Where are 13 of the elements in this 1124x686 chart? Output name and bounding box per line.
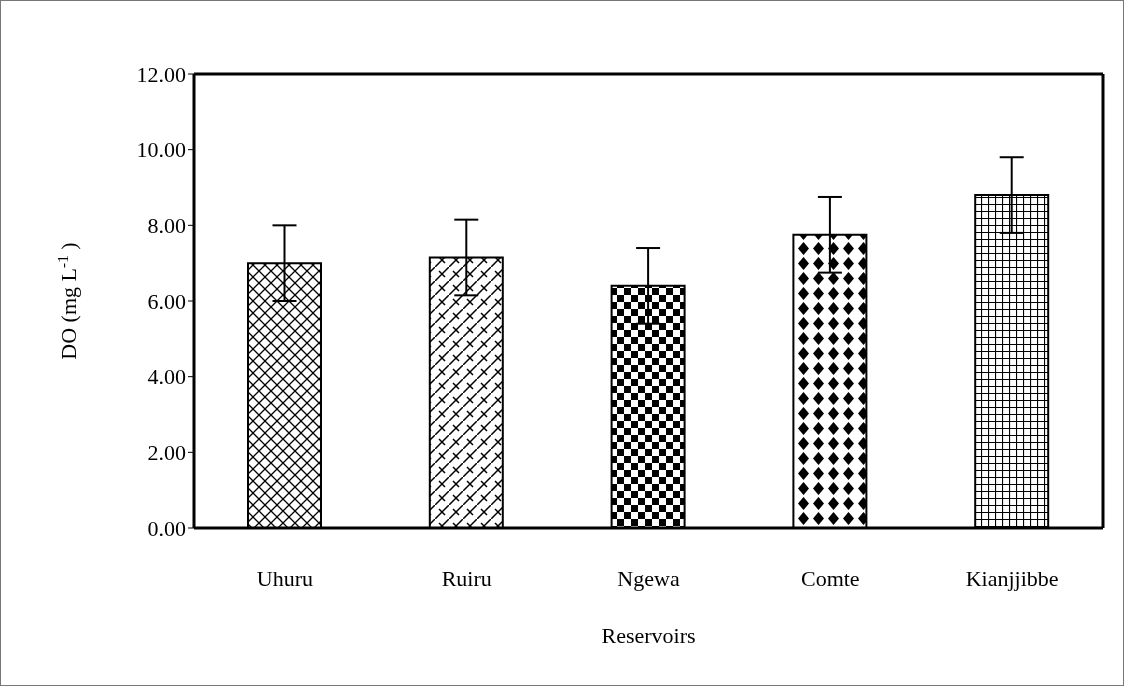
y-tick-label: 8.00 <box>147 213 186 239</box>
x-tick-label: Uhuru <box>256 566 314 591</box>
y-tick-label: 10.00 <box>136 137 186 163</box>
x-tick-label: Comte <box>800 566 860 591</box>
x-axis-title: Reservoirs <box>601 623 696 648</box>
x-tick-label: Kianjjibbe <box>965 566 1059 591</box>
y-tick-label: 0.00 <box>147 515 186 541</box>
y-tick-label: 4.00 <box>147 364 186 390</box>
y-tick-label: 6.00 <box>147 288 186 314</box>
x-tick-label: Ngewa <box>617 566 680 591</box>
x-tick-label: Ruiru <box>441 566 492 591</box>
y-tick-label: 12.00 <box>136 61 186 87</box>
y-tick-label: 2.00 <box>147 440 186 466</box>
